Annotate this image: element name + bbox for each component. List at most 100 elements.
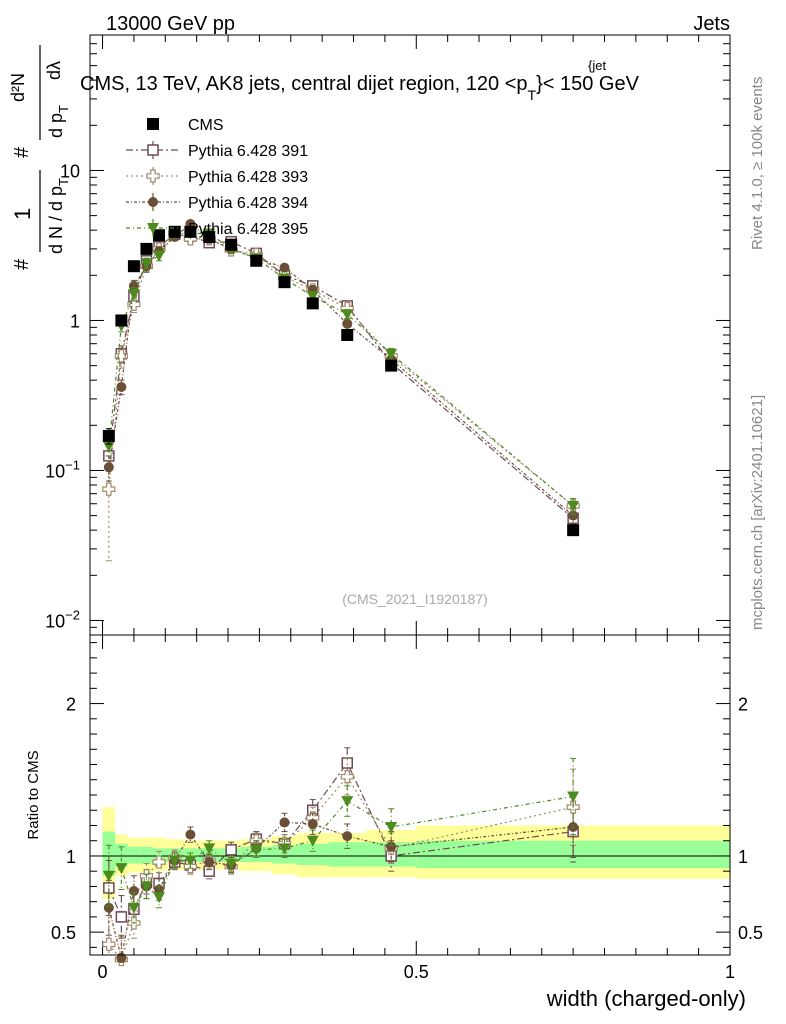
series-line	[108, 232, 574, 507]
data-point	[279, 262, 290, 273]
ratio-y-axis-label: Ratio to CMS	[25, 750, 42, 839]
data-point	[567, 791, 580, 803]
data-point	[307, 818, 318, 829]
data-point	[250, 844, 263, 856]
ylabel-dn: d N / d pT	[46, 178, 71, 254]
data-point	[385, 359, 398, 372]
y-tick-label: 1	[70, 311, 80, 331]
data-point	[102, 870, 115, 882]
data-point	[250, 254, 263, 267]
data-point	[203, 231, 216, 244]
x-tick-label: 1	[725, 962, 735, 982]
ratio-frame	[89, 634, 731, 956]
data-point	[127, 260, 140, 273]
data-point	[342, 318, 353, 329]
plot-title: CMS, 13 TeV, AK8 jets, central dijet reg…	[80, 73, 640, 103]
ylabel-hash2: #	[11, 146, 33, 158]
legend-label: Pythia 6.428 391	[188, 143, 308, 160]
main-plot-area: 10−2 10−1 1 10	[45, 34, 731, 636]
legend-label: CMS	[188, 117, 224, 134]
stat-uncertainty-band	[152, 848, 166, 863]
series-line	[108, 232, 574, 507]
y-tick-label: 10−1	[45, 457, 80, 481]
data-point	[184, 225, 197, 238]
data-point	[153, 250, 166, 262]
process-label: Jets	[693, 13, 730, 35]
data-point	[568, 510, 579, 521]
stat-uncertainty-band	[328, 842, 367, 867]
data-point	[225, 844, 237, 856]
series-line	[108, 223, 574, 517]
data-point	[116, 953, 127, 964]
data-point	[386, 841, 397, 852]
data-point	[567, 500, 580, 512]
legend-label: Pythia 6.428 393	[188, 169, 308, 186]
ylabel-hash1: #	[11, 258, 33, 270]
stat-uncertainty-band	[271, 845, 298, 864]
ylabel-dpt: d pT	[46, 105, 71, 138]
data-point	[148, 197, 158, 207]
data-point	[306, 297, 319, 310]
stat-uncertainty-band	[297, 843, 329, 866]
data-point	[342, 831, 353, 842]
data-point	[127, 297, 141, 311]
data-point	[340, 770, 354, 784]
plot-title-superscript: {jet	[588, 58, 606, 73]
stat-uncertainty-band	[140, 846, 153, 864]
ratio-y-tick-label-right: 2	[738, 695, 748, 715]
data-point	[341, 309, 354, 321]
data-point	[278, 843, 291, 855]
data-point	[102, 937, 116, 951]
data-point	[225, 858, 238, 870]
ratio-y-tick-label: 0.5	[51, 923, 76, 943]
data-point	[306, 835, 319, 847]
ratio-y-tick-label: 2	[66, 695, 76, 715]
data-point	[341, 329, 354, 341]
x-tick-label: 0	[98, 962, 108, 982]
data-point	[127, 902, 140, 914]
stat-uncertainty-band	[127, 846, 141, 864]
data-point	[385, 348, 398, 360]
ylabel-d2n: d²N	[8, 73, 28, 102]
main-frame	[89, 34, 731, 636]
data-point	[102, 429, 115, 442]
data-point	[153, 892, 166, 904]
ratio-y-tick-label: 1	[66, 847, 76, 867]
data-point	[168, 855, 181, 867]
data-point	[341, 796, 354, 808]
data-point	[385, 822, 398, 833]
data-point	[140, 881, 153, 893]
data-point	[115, 314, 128, 327]
data-point	[153, 229, 166, 242]
analysis-id-label: (CMS_2021_I1920187)	[342, 591, 488, 607]
ratio-y-tick-label-right: 1	[738, 847, 748, 867]
data-point	[114, 349, 128, 363]
ratio-plot-area: 0 0.5 10.5 0.51 12 2	[51, 635, 763, 982]
data-point	[185, 829, 196, 840]
data-point	[115, 911, 128, 923]
data-point	[103, 462, 114, 473]
data-point	[147, 223, 159, 234]
legend: CMS Pythia 6.428 391 Pythia 6.428 393 Pythi…	[126, 117, 308, 238]
ylabel-one: 1	[10, 208, 35, 220]
data-point	[278, 276, 291, 289]
legend-label: Pythia 6.428 395	[188, 221, 308, 238]
data-point	[168, 225, 181, 238]
data-point	[152, 855, 166, 869]
data-point	[146, 169, 160, 183]
data-point	[147, 118, 159, 130]
collision-label: 13000 GeV pp	[106, 13, 235, 35]
y-tick-label: 10−2	[45, 607, 80, 631]
data-point	[204, 857, 215, 868]
data-point	[102, 482, 116, 496]
data-point	[140, 242, 153, 255]
data-point	[140, 258, 153, 270]
data-point	[115, 863, 128, 875]
x-axis-label: width (charged-only)	[546, 986, 746, 1011]
data-point	[567, 524, 580, 537]
main-y-axis-label: # 1 d N / d pT # d²N d pT dλ	[8, 45, 71, 270]
data-point	[127, 289, 140, 301]
data-point	[279, 817, 290, 828]
data-point	[203, 843, 216, 855]
